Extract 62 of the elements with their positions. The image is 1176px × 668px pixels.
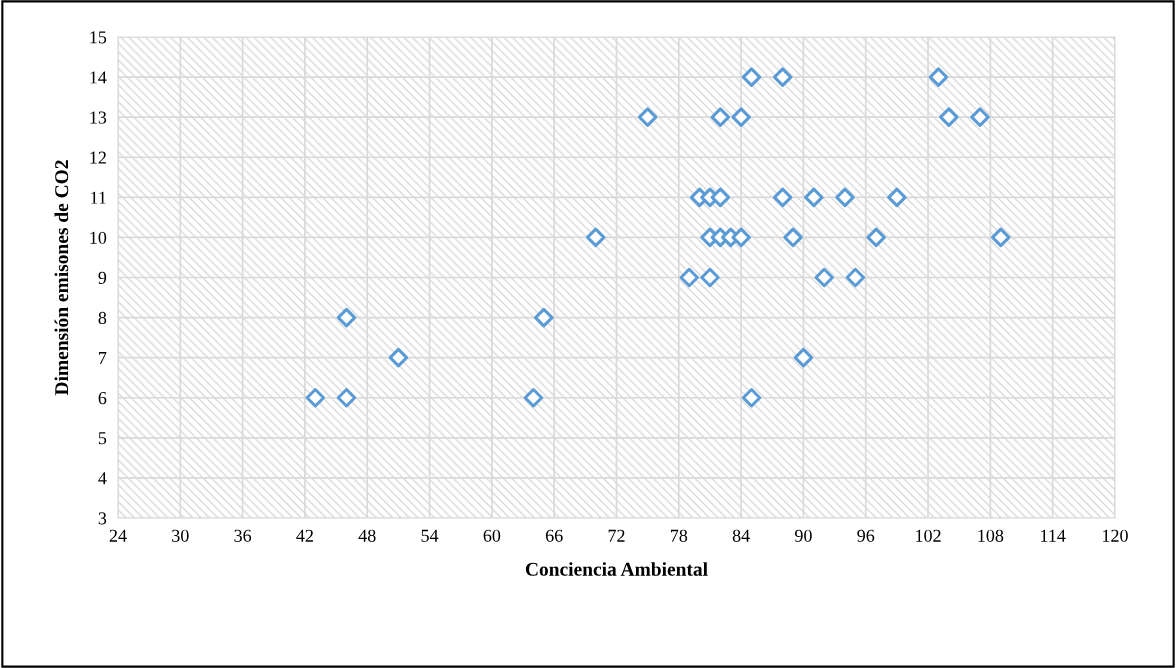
point (534, 307, 554, 328)
point (336, 307, 357, 328)
point (700, 267, 720, 288)
point (710, 107, 731, 127)
point (388, 347, 409, 368)
x-tick-label: 84 (732, 529, 750, 542)
point (939, 107, 959, 127)
y-tick-label: 7 (99, 352, 107, 364)
y-tick-label: 8 (98, 311, 107, 325)
point (783, 227, 803, 248)
point (731, 227, 751, 248)
x-tick-label: 54 (421, 529, 439, 542)
point (772, 67, 793, 87)
x-tick-label: 102 (916, 529, 941, 542)
point (585, 227, 606, 248)
x-axis-title: Conciencia Ambiental (525, 562, 708, 576)
point (793, 347, 814, 368)
x-tick-label: 36 (234, 529, 252, 542)
y-tick-label: 13 (90, 111, 107, 124)
x-tick-label: 48 (358, 529, 376, 542)
point (970, 107, 990, 127)
point (804, 187, 824, 208)
x-tick-label: 120 (1103, 529, 1128, 542)
point (741, 388, 762, 408)
point (887, 187, 907, 208)
point (866, 227, 886, 248)
point (637, 107, 658, 127)
y-tick-label: 5 (98, 432, 107, 445)
y-tick-label: 14 (90, 71, 107, 84)
y-tick-label: 6 (98, 392, 107, 405)
point (731, 107, 751, 127)
x-tick-label: 30 (172, 529, 189, 542)
y-tick-label: 3 (98, 512, 107, 525)
y-tick-label: 12 (90, 151, 106, 164)
point (710, 187, 731, 208)
point (336, 388, 357, 408)
x-tick-label: 60 (483, 529, 501, 542)
x-tick-label: 72 (608, 529, 625, 542)
point (523, 388, 544, 408)
y-tick-label: 11 (91, 191, 106, 204)
x-tick-label: 78 (670, 529, 688, 542)
point (741, 67, 762, 87)
point (679, 267, 699, 288)
x-tick-label: 42 (296, 529, 313, 542)
point (835, 187, 855, 208)
x-tick-label: 24 (109, 529, 127, 542)
x-tick-label: 66 (545, 529, 563, 542)
y-axis-title: Dimensión emisones de CO2 (54, 160, 69, 396)
x-tick-label: 114 (1041, 529, 1066, 542)
point (845, 267, 866, 288)
point (814, 267, 834, 288)
y-tick-label: 15 (90, 31, 107, 44)
point (991, 227, 1011, 248)
x-tick-label: 96 (857, 529, 875, 542)
y-tick-label: 9 (98, 271, 107, 284)
point (928, 67, 949, 87)
point (772, 187, 793, 208)
y-tick-label: 10 (90, 231, 107, 244)
x-tick-label: 108 (978, 529, 1004, 542)
x-tick-label: 90 (794, 529, 812, 542)
point (305, 388, 326, 408)
y-tick-label: 4 (98, 472, 107, 485)
